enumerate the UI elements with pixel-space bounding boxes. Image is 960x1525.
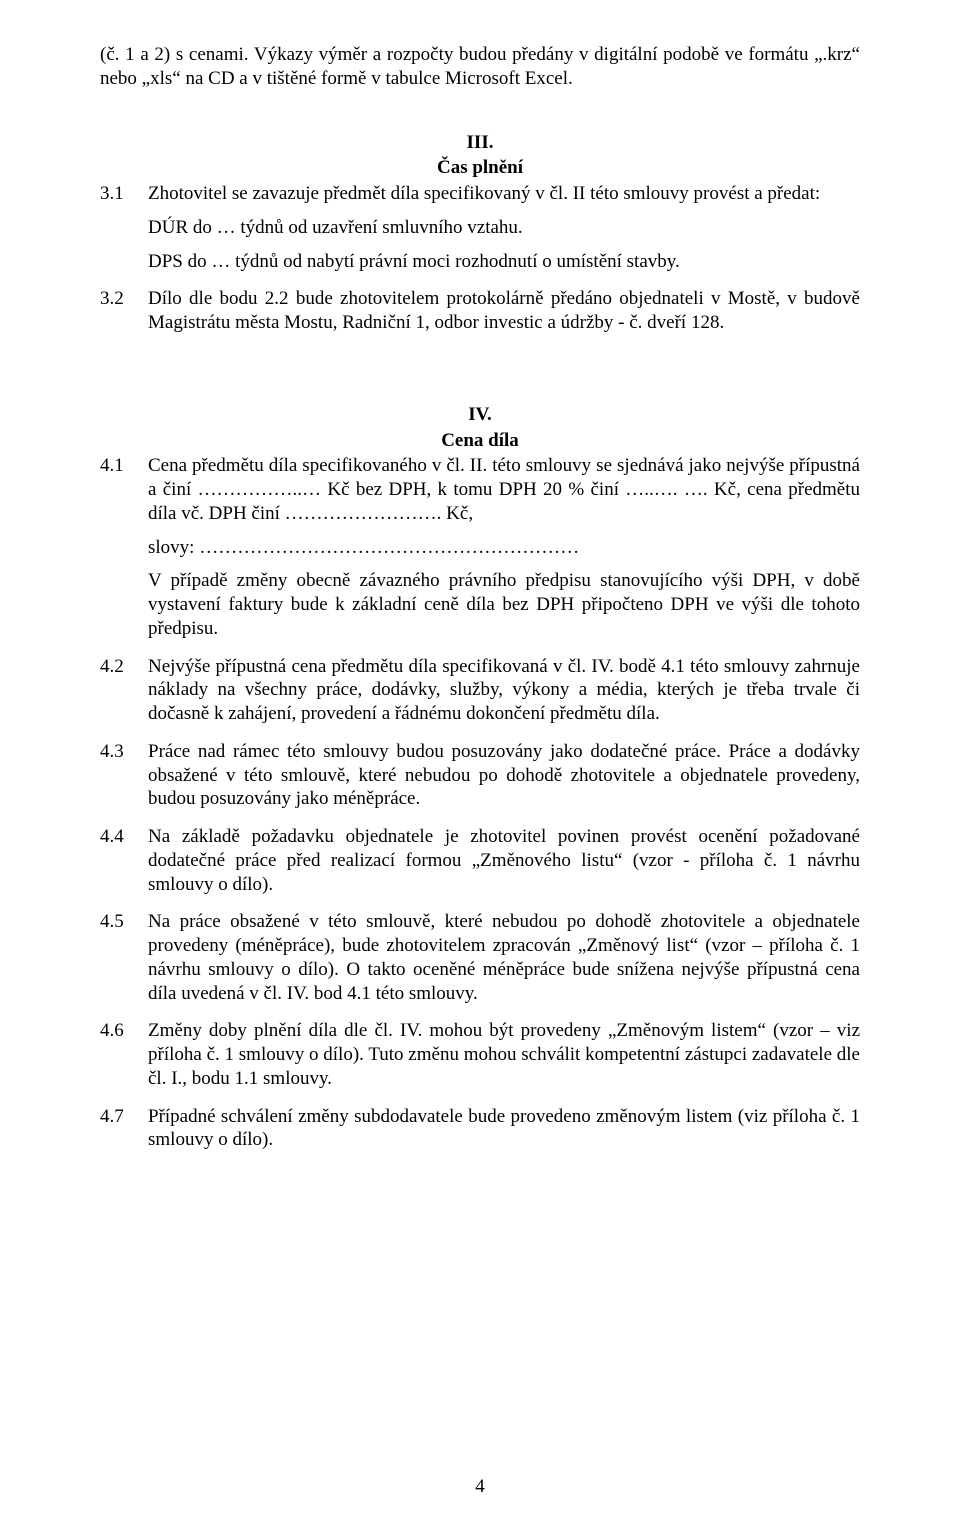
- clause-text: Zhotovitel se zavazuje předmět díla spec…: [148, 182, 860, 206]
- clause-body: Případné schválení změny subdodavatele b…: [148, 1105, 860, 1153]
- clause-text: Změny doby plnění díla dle čl. IV. mohou…: [148, 1019, 860, 1090]
- clause-number: 4.5: [100, 910, 148, 934]
- clause-3-1: 3.1 Zhotovitel se zavazuje předmět díla …: [100, 182, 860, 273]
- clause-text: Na práce obsažené v této smlouvě, které …: [148, 910, 860, 1005]
- intro-paragraph: (č. 1 a 2) s cenami. Výkazy výměr a rozp…: [100, 43, 860, 91]
- clause-number: 4.6: [100, 1019, 148, 1043]
- clause-number: 4.7: [100, 1105, 148, 1129]
- clause-4-6: 4.6 Změny doby plnění díla dle čl. IV. m…: [100, 1019, 860, 1090]
- clause-4-1: 4.1 Cena předmětu díla specifikovaného v…: [100, 454, 860, 640]
- clause-body: Cena předmětu díla specifikovaného v čl.…: [148, 454, 860, 640]
- clause-3-2: 3.2 Dílo dle bodu 2.2 bude zhotovitelem …: [100, 287, 860, 335]
- clause-4-7: 4.7 Případné schválení změny subdodavate…: [100, 1105, 860, 1153]
- clause-number: 3.1: [100, 182, 148, 206]
- clause-body: Nejvýše přípustná cena předmětu díla spe…: [148, 655, 860, 726]
- clause-number: 4.4: [100, 825, 148, 849]
- clause-body: Na práce obsažené v této smlouvě, které …: [148, 910, 860, 1005]
- clause-text: Případné schválení změny subdodavatele b…: [148, 1105, 860, 1153]
- clause-4-3: 4.3 Práce nad rámec této smlouvy budou p…: [100, 740, 860, 811]
- clause-number: 3.2: [100, 287, 148, 311]
- clause-4-2: 4.2 Nejvýše přípustná cena předmětu díla…: [100, 655, 860, 726]
- clause-text: Na základě požadavku objednatele je zhot…: [148, 825, 860, 896]
- section-4-title: Cena díla: [100, 429, 860, 453]
- clause-body: Práce nad rámec této smlouvy budou posuz…: [148, 740, 860, 811]
- clause-number: 4.2: [100, 655, 148, 679]
- clause-text: slovy: ……………………………………………………: [148, 536, 860, 560]
- clause-text: Nejvýše přípustná cena předmětu díla spe…: [148, 655, 860, 726]
- section-3-title: Čas plnění: [100, 156, 860, 180]
- clause-body: Změny doby plnění díla dle čl. IV. mohou…: [148, 1019, 860, 1090]
- clause-text: V případě změny obecně závazného právníh…: [148, 569, 860, 640]
- clause-body: Na základě požadavku objednatele je zhot…: [148, 825, 860, 896]
- clause-number: 4.3: [100, 740, 148, 764]
- clause-text: Práce nad rámec této smlouvy budou posuz…: [148, 740, 860, 811]
- page-number: 4: [0, 1475, 960, 1499]
- clause-text: DPS do … týdnů od nabytí právní moci roz…: [148, 250, 860, 274]
- document-page: (č. 1 a 2) s cenami. Výkazy výměr a rozp…: [0, 0, 960, 1525]
- section-4-number: IV.: [100, 403, 860, 427]
- clause-text: Dílo dle bodu 2.2 bude zhotovitelem prot…: [148, 287, 860, 335]
- clause-body: Zhotovitel se zavazuje předmět díla spec…: [148, 182, 860, 273]
- clause-number: 4.1: [100, 454, 148, 478]
- clause-text: Cena předmětu díla specifikovaného v čl.…: [148, 454, 860, 525]
- clause-body: Dílo dle bodu 2.2 bude zhotovitelem prot…: [148, 287, 860, 335]
- clause-text: DÚR do … týdnů od uzavření smluvního vzt…: [148, 216, 860, 240]
- clause-4-5: 4.5 Na práce obsažené v této smlouvě, kt…: [100, 910, 860, 1005]
- clause-4-4: 4.4 Na základě požadavku objednatele je …: [100, 825, 860, 896]
- section-3-number: III.: [100, 131, 860, 155]
